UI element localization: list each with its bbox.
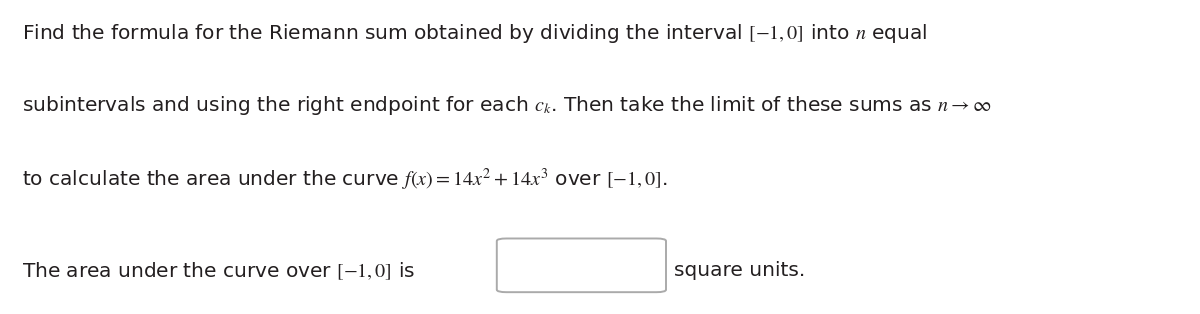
Text: square units.: square units. [674, 261, 805, 280]
Text: The area under the curve over $[-1, 0]$ is: The area under the curve over $[-1, 0]$ … [22, 261, 415, 282]
Text: subintervals and using the right endpoint for each $c_k$. Then take the limit of: subintervals and using the right endpoin… [22, 94, 991, 117]
Text: Find the formula for the Riemann sum obtained by dividing the interval $[- 1, 0]: Find the formula for the Riemann sum obt… [22, 22, 926, 45]
FancyBboxPatch shape [497, 239, 666, 292]
Text: to calculate the area under the curve $f(x) = 14x^2 + 14x^3$ over $[-1, 0]$.: to calculate the area under the curve $f… [22, 166, 667, 192]
